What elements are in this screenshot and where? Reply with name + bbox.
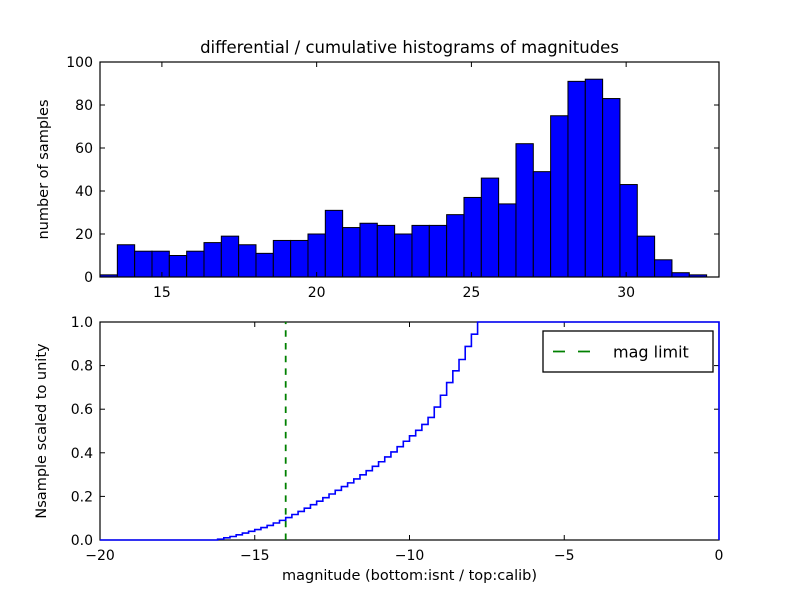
histogram-bar — [654, 259, 673, 278]
histogram-bar — [515, 143, 534, 278]
y-tick-label: 0.2 — [71, 489, 93, 505]
bottom-xlabel: magnitude (bottom:isnt / top:calib) — [282, 568, 537, 584]
histogram-bar — [272, 239, 292, 278]
y-tick-label: 80 — [75, 98, 93, 114]
histogram-bar — [567, 80, 586, 278]
histogram-bar — [394, 233, 413, 278]
y-tick-label: 0.6 — [71, 402, 93, 418]
x-tick-label: 0 — [715, 548, 724, 564]
histogram-bar — [324, 209, 344, 278]
x-tick-label: 15 — [153, 285, 171, 301]
histogram-bar — [116, 244, 136, 278]
histogram-bar — [203, 242, 222, 278]
bottom-ylabel: Nsample scaled to unity — [34, 343, 50, 519]
histogram-bar — [428, 224, 448, 278]
histogram-bar — [446, 214, 465, 278]
x-tick-label: −15 — [240, 548, 270, 564]
y-tick-label: 1.0 — [71, 315, 93, 331]
top-histogram-axes: 15 20 25 30 0 20 40 60 80 100 — [66, 55, 720, 301]
histogram-bar — [550, 115, 569, 278]
histogram-bar — [151, 250, 170, 278]
y-tick-label: 100 — [66, 55, 93, 71]
x-tick-label: −5 — [554, 548, 575, 564]
legend-box — [542, 330, 714, 373]
y-tick-label: 0.4 — [71, 446, 93, 462]
y-tick-label: 20 — [75, 227, 93, 243]
histogram-bar — [619, 184, 638, 278]
x-tick-label: −20 — [85, 548, 115, 564]
x-tick-label: 20 — [308, 285, 326, 301]
figure-title: differential / cumulative histograms of … — [200, 38, 619, 57]
histogram-bar — [307, 233, 326, 278]
histogram-bar — [290, 239, 309, 278]
histogram-bar — [480, 177, 500, 278]
bottom-cumulative-axes: −20 −15 −10 −5 0 0.0 0.2 0.4 0.6 0.8 1.0 — [71, 315, 724, 564]
top-ylabel: number of samples — [36, 99, 52, 239]
y-tick-label: 0.8 — [71, 359, 93, 375]
x-tick-label: −10 — [395, 548, 425, 564]
histogram-bar — [342, 227, 361, 278]
legend-label: mag limit — [613, 343, 689, 362]
histogram-bar — [376, 224, 396, 278]
histogram-bar — [671, 272, 690, 278]
histogram-bar — [255, 252, 274, 278]
histogram-bar — [532, 171, 552, 278]
x-tick-label: 30 — [617, 285, 635, 301]
cumulative-step-curve — [100, 321, 720, 541]
histogram-bar — [186, 250, 205, 278]
histogram-bar — [411, 224, 430, 278]
histogram-bar — [498, 203, 517, 278]
x-tick-label: 25 — [462, 285, 480, 301]
histogram-bar — [636, 235, 656, 278]
histogram-bar — [584, 78, 604, 278]
y-tick-label: 40 — [75, 184, 93, 200]
y-tick-label: 0.0 — [71, 533, 93, 549]
y-tick-label: 0 — [84, 270, 93, 286]
histogram-bar — [602, 98, 621, 278]
histogram-bar — [134, 250, 153, 278]
histogram-bar — [168, 255, 188, 278]
y-tick-label: 60 — [75, 141, 93, 157]
histogram-bar — [463, 196, 482, 278]
histogram-bar — [220, 235, 240, 278]
histogram-bar — [238, 244, 257, 278]
axes-frame — [99, 61, 720, 278]
histogram-bar — [359, 222, 378, 278]
legend: mag limit — [542, 330, 714, 373]
